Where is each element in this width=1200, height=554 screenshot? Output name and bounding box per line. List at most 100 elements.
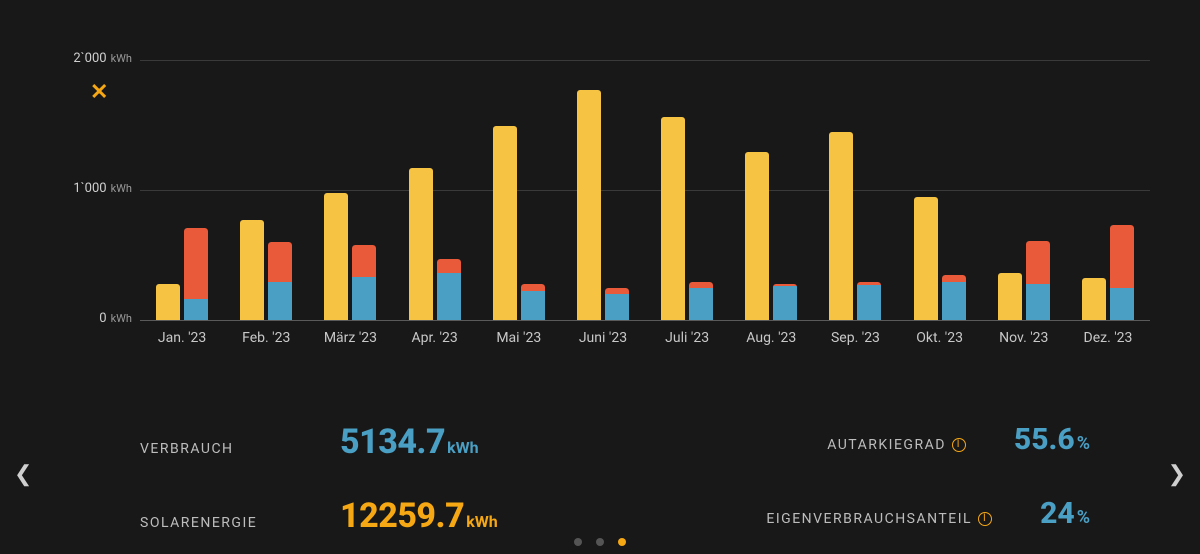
- bar-consumption-stack[interactable]: [437, 259, 461, 320]
- bar-segment-grid: [184, 228, 208, 300]
- page-dot[interactable]: [574, 538, 582, 546]
- bar-solar[interactable]: [156, 284, 180, 320]
- bars-container: [140, 60, 1150, 320]
- bar-segment-self: [605, 294, 629, 320]
- bar-segment-self: [773, 286, 797, 320]
- x-axis-label: März '23: [308, 330, 392, 346]
- bar-segment-grid: [352, 245, 376, 278]
- month-group: [308, 60, 392, 320]
- bar-segment-grid: [1026, 241, 1050, 284]
- month-group: [393, 60, 477, 320]
- bar-consumption-stack[interactable]: [184, 228, 208, 320]
- gridline: [140, 320, 1150, 321]
- bar-segment-grid: [268, 242, 292, 282]
- bar-consumption-stack[interactable]: [1110, 225, 1134, 320]
- bar-consumption-stack[interactable]: [268, 242, 292, 320]
- stat-value: 5134.7 kWh: [340, 422, 479, 462]
- month-group: [140, 60, 224, 320]
- x-axis-label: Apr. '23: [393, 330, 477, 346]
- x-axis-label: Jan. '23: [140, 330, 224, 346]
- bar-segment-self: [352, 277, 376, 320]
- x-axis-label: Feb. '23: [224, 330, 308, 346]
- y-axis-label: 2`000kWh: [73, 51, 140, 66]
- x-axis-label: Juni '23: [561, 330, 645, 346]
- page-dot[interactable]: [618, 538, 626, 546]
- info-icon[interactable]: i: [952, 438, 966, 452]
- value-number: 5134.7: [340, 422, 445, 462]
- bar-segment-self: [521, 291, 545, 320]
- bar-segment-self: [184, 299, 208, 320]
- x-axis-label: Nov. '23: [982, 330, 1066, 346]
- stat-label: SOLARENERGIE: [140, 515, 340, 531]
- page-dot[interactable]: [596, 538, 604, 546]
- stat-value: 24 %: [1040, 496, 1090, 531]
- value-unit: kWh: [447, 438, 479, 457]
- stat-label: AUTARKIEGRAD i: [827, 437, 966, 453]
- month-group: [645, 60, 729, 320]
- bar-segment-self: [857, 285, 881, 320]
- stat-eigenverbrauch: EIGENVERBRAUCHSANTEIL i 24 %: [615, 496, 1090, 536]
- bar-solar[interactable]: [1082, 278, 1106, 320]
- info-icon[interactable]: i: [978, 512, 992, 526]
- bar-solar[interactable]: [409, 168, 433, 320]
- month-group: [729, 60, 813, 320]
- bar-solar[interactable]: [324, 193, 348, 320]
- month-group: [982, 60, 1066, 320]
- bar-consumption-stack[interactable]: [521, 284, 545, 320]
- y-axis-label: 1`000kWh: [73, 181, 140, 196]
- x-axis-label: Sep. '23: [813, 330, 897, 346]
- value-unit: %: [1077, 507, 1090, 528]
- bar-consumption-stack[interactable]: [1026, 241, 1050, 320]
- x-axis-label: Mai '23: [477, 330, 561, 346]
- value-unit: %: [1077, 433, 1090, 454]
- month-group: [898, 60, 982, 320]
- bar-segment-grid: [942, 275, 966, 282]
- bar-consumption-stack[interactable]: [605, 288, 629, 321]
- bar-segment-self: [437, 273, 461, 320]
- month-group: [1066, 60, 1150, 320]
- bar-segment-self: [689, 288, 713, 321]
- x-axis-labels: Jan. '23Feb. '23März '23Apr. '23Mai '23J…: [140, 330, 1150, 346]
- bar-segment-self: [268, 282, 292, 320]
- dashboard-screen: ✕ 0kWh1`000kWh2`000kWhJan. '23Feb. '23Mä…: [0, 0, 1200, 554]
- bar-consumption-stack[interactable]: [942, 275, 966, 320]
- x-axis-label: Aug. '23: [729, 330, 813, 346]
- stat-label: VERBRAUCH: [140, 441, 340, 457]
- bar-segment-self: [1110, 288, 1134, 321]
- y-axis-label: 0kWh: [99, 311, 140, 326]
- monthly-energy-chart: 0kWh1`000kWh2`000kWhJan. '23Feb. '23März…: [140, 60, 1150, 320]
- bar-solar[interactable]: [998, 273, 1022, 320]
- stat-value: 12259.7 kWh: [340, 496, 498, 536]
- month-group: [477, 60, 561, 320]
- bar-solar[interactable]: [577, 90, 601, 320]
- close-icon[interactable]: ✕: [90, 82, 108, 104]
- bar-segment-self: [1026, 284, 1050, 320]
- stat-verbrauch: VERBRAUCH 5134.7 kWh: [140, 422, 615, 462]
- value-number: 12259.7: [340, 496, 464, 536]
- bar-solar[interactable]: [829, 132, 853, 321]
- value-number: 24: [1040, 496, 1075, 531]
- x-axis-label: Juli '23: [645, 330, 729, 346]
- bar-solar[interactable]: [661, 117, 685, 320]
- bar-consumption-stack[interactable]: [689, 282, 713, 320]
- bar-solar[interactable]: [745, 152, 769, 320]
- bar-segment-grid: [437, 259, 461, 273]
- month-group: [561, 60, 645, 320]
- bar-solar[interactable]: [493, 126, 517, 320]
- month-group: [224, 60, 308, 320]
- stats-grid: VERBRAUCH 5134.7 kWh AUTARKIEGRAD i 55.6…: [0, 422, 1200, 536]
- bar-solar[interactable]: [914, 197, 938, 321]
- month-group: [813, 60, 897, 320]
- page-dots: [574, 538, 626, 546]
- value-number: 55.6: [1014, 422, 1075, 457]
- x-axis-label: Dez. '23: [1066, 330, 1150, 346]
- x-axis-label: Okt. '23: [898, 330, 982, 346]
- stat-solarenergie: SOLARENERGIE 12259.7 kWh: [140, 496, 615, 536]
- bar-consumption-stack[interactable]: [773, 284, 797, 320]
- stat-label: EIGENVERBRAUCHSANTEIL i: [766, 511, 992, 527]
- stat-autarkiegrad: AUTARKIEGRAD i 55.6 %: [615, 422, 1090, 462]
- bar-segment-grid: [1110, 225, 1134, 287]
- bar-consumption-stack[interactable]: [857, 282, 881, 320]
- bar-consumption-stack[interactable]: [352, 245, 376, 320]
- bar-solar[interactable]: [240, 220, 264, 320]
